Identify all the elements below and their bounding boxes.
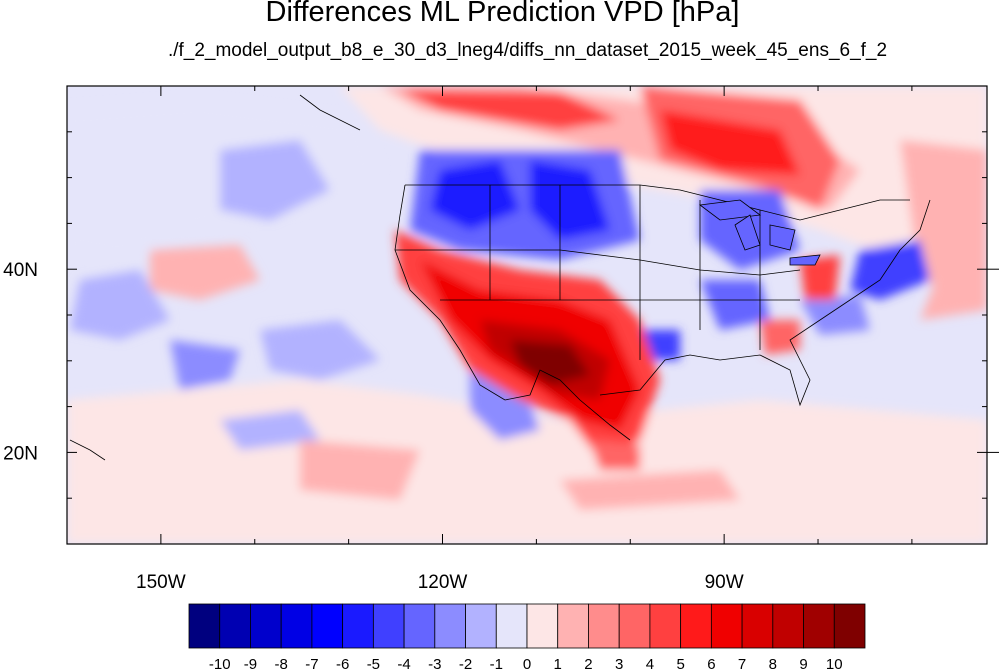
colorbar-tick-label: 4 <box>646 656 654 672</box>
colorbar-tick-label: 10 <box>826 656 843 672</box>
lon-label: 120W <box>418 572 468 593</box>
colorbar-tick-label: -3 <box>428 656 441 672</box>
coastline-lines <box>69 94 931 461</box>
colorbar-tick-label: 9 <box>799 656 807 672</box>
colorbar-swatch <box>434 603 466 649</box>
colorbar-swatch <box>342 603 374 649</box>
colorbar-tick-label: 8 <box>769 656 777 672</box>
colorbar-tick-label: -10 <box>209 656 231 672</box>
lon-axis-labels: 150W 120W 90W <box>136 572 744 593</box>
colorbar-tick-label: -5 <box>367 656 380 672</box>
colorbar-tick-label: -2 <box>459 656 472 672</box>
map-plot-area <box>67 86 987 544</box>
lat-label: 40N <box>3 260 38 281</box>
colorbar-tick-label: -7 <box>305 656 318 672</box>
colorbar-swatch <box>588 603 620 649</box>
colorbar-swatch <box>403 603 436 649</box>
colorbar-tick-label: 6 <box>707 656 715 672</box>
colorbar-swatch <box>465 603 497 649</box>
page-subtitle: ./f_2_model_output_b8_e_30_d3_lneg4/diff… <box>167 40 888 61</box>
colorbar-tick-label: 0 <box>523 656 531 672</box>
colorbar-swatch <box>741 603 774 649</box>
colorbar-swatch <box>833 603 866 649</box>
colorbar-tick-label: -1 <box>490 656 503 672</box>
colorbar-swatch <box>250 603 282 649</box>
lon-label: 90W <box>705 572 744 593</box>
lat-axis-labels: 40N 20N <box>3 260 38 464</box>
page-title: Differences ML Prediction VPD [hPa] <box>265 0 740 28</box>
colorbar-swatch <box>710 603 743 649</box>
colorbar-tick-label: 3 <box>615 656 623 672</box>
colorbar-swatch <box>188 603 221 649</box>
colorbar-swatch <box>219 603 251 649</box>
colorbar-swatch <box>495 603 528 649</box>
colorbar-tick-label: -4 <box>397 656 410 672</box>
colorbar-swatch <box>311 603 344 649</box>
colorbar-swatch <box>280 603 313 649</box>
colorbar-swatch <box>526 603 559 649</box>
colorbar-tick-label: 5 <box>676 656 684 672</box>
colorbar-tick-label: -9 <box>244 656 257 672</box>
colorbar-swatch <box>649 603 682 649</box>
colorbar <box>188 603 866 649</box>
colorbar-tick-label: 7 <box>738 656 746 672</box>
colorbar-swatch <box>772 603 804 649</box>
colorbar-swatch <box>372 603 405 649</box>
colorbar-swatch <box>557 603 589 649</box>
colorbar-tick-label: 2 <box>584 656 592 672</box>
colorbar-tick-label: -8 <box>275 656 288 672</box>
colorbar-tick-label: -6 <box>336 656 349 672</box>
colorbar-swatch <box>618 603 651 649</box>
lat-label: 20N <box>3 443 38 464</box>
colorbar-tick-label: 1 <box>554 656 562 672</box>
colorbar-swatch <box>803 603 835 649</box>
colorbar-labels: -10 -9 -8 -7 -6 -5 -4 -3 -2 -1 0 1 2 3 4 5 6 7 8 9 10 <box>209 656 843 672</box>
axis-ticks <box>67 86 999 544</box>
colorbar-swatch <box>680 603 712 649</box>
great-lakes <box>698 199 821 266</box>
lon-label: 150W <box>136 572 186 593</box>
